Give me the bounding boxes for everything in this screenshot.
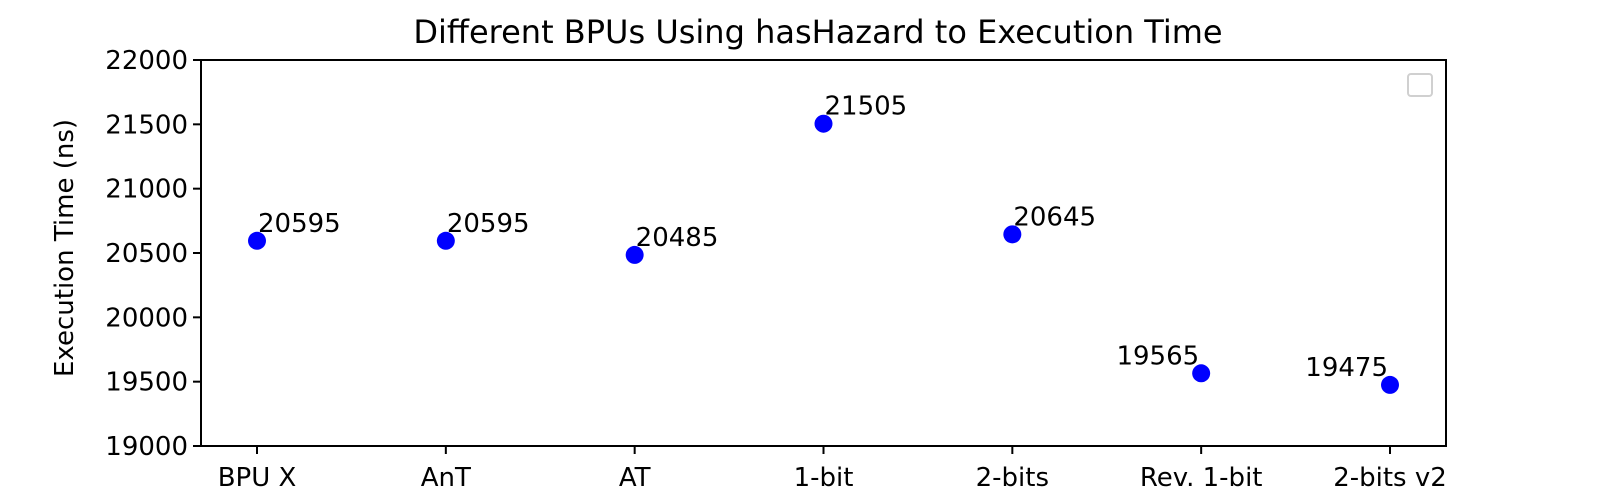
data-label: 19475	[1305, 353, 1388, 383]
y-axis-title: Execution Time (ns)	[50, 119, 80, 377]
x-tick-label: 2-bits	[976, 463, 1049, 493]
y-tick-label: 21500	[105, 110, 188, 140]
points-layer: 20595 20595 20485 21505 20645 19565 19475	[248, 92, 1399, 394]
y-tick-label: 22000	[105, 46, 188, 76]
data-point	[248, 231, 266, 250]
x-tick-label: AT	[619, 463, 651, 493]
data-point	[814, 114, 833, 133]
y-tick-label: 19500	[105, 368, 188, 398]
x-tick-label: AnT	[421, 463, 471, 493]
ticks-layer: 19000 19500 20000 20500 21000 21500 22000 BPU X…	[105, 46, 1447, 493]
data-label: 21505	[825, 92, 908, 122]
y-tick-label: 21000	[105, 175, 188, 205]
data-label: 20595	[258, 209, 341, 239]
x-tick-label: Rev. 1-bit	[1140, 463, 1263, 493]
x-tick-label: 1-bit	[794, 463, 854, 493]
y-tick-label: 20500	[105, 239, 188, 269]
x-tick-label: BPU X	[218, 463, 297, 493]
y-tick-label: 20000	[105, 303, 188, 333]
legend-box	[1407, 73, 1433, 97]
data-label: 20485	[636, 223, 719, 253]
data-point	[625, 245, 644, 264]
data-point	[1381, 375, 1399, 394]
chart-title: Different BPUs Using hasHazard to Execut…	[413, 13, 1222, 51]
data-label: 20595	[447, 209, 530, 239]
data-point	[1192, 364, 1211, 383]
data-label: 19565	[1116, 341, 1199, 371]
data-point	[1003, 225, 1022, 244]
y-tick-label: 19000	[105, 432, 188, 462]
plot-frame	[200, 59, 1447, 447]
data-label: 20645	[1013, 202, 1096, 232]
data-point	[436, 231, 455, 250]
x-tick-label: 2-bits v2	[1333, 463, 1447, 493]
